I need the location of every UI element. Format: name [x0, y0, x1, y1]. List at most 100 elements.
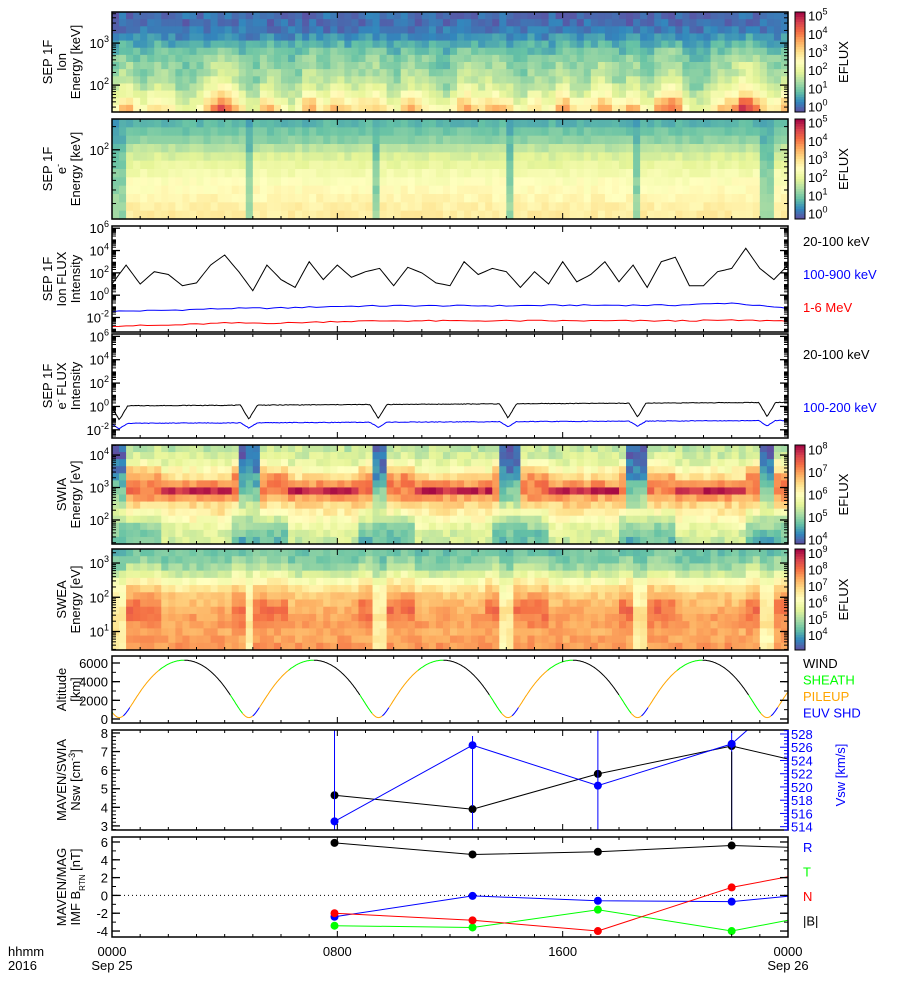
- heatmap-cell: [492, 452, 500, 460]
- heatmap-cell: [119, 536, 127, 545]
- heatmap-cell: [147, 466, 155, 474]
- heatmap-cell: [168, 152, 176, 162]
- heatmap-cell: [266, 473, 275, 481]
- heatmap-cell: [654, 97, 662, 106]
- heatmap-cell: [471, 577, 479, 586]
- heatmap-cell: [316, 585, 324, 593]
- heatmap-cell: [710, 501, 719, 510]
- heatmap-cell: [175, 47, 184, 56]
- heatmap-cell: [140, 83, 148, 92]
- heatmap-cell: [442, 160, 451, 170]
- heatmap-cell: [499, 26, 507, 35]
- heatmap-cell: [710, 202, 719, 212]
- heatmap-cell: [492, 76, 500, 85]
- heatmap-cell: [654, 585, 662, 593]
- heatmap-cell: [238, 177, 247, 187]
- heatmap-cell: [569, 104, 578, 113]
- heatmap-cell: [766, 177, 775, 187]
- heatmap-cell: [703, 40, 712, 49]
- heatmap-cell: [611, 33, 620, 42]
- heatmap-cell: [203, 466, 212, 474]
- heatmap-cell: [316, 135, 324, 145]
- heatmap-cell: [266, 104, 275, 113]
- heatmap-cell: [281, 185, 289, 195]
- heatmap-cell: [210, 556, 219, 565]
- heatmap-cell: [499, 104, 507, 113]
- heatmap-cell: [506, 119, 514, 128]
- heatmap-cell: [358, 152, 367, 162]
- heatmap-cell: [442, 194, 451, 203]
- heatmap-cell: [710, 459, 719, 467]
- heatmap-cell: [358, 585, 367, 593]
- heatmap-cell: [647, 501, 655, 510]
- heatmap-cell: [654, 135, 662, 145]
- heatmap-cell: [626, 62, 634, 70]
- heatmap-cell: [435, 529, 444, 538]
- heatmap-cell: [189, 90, 198, 99]
- heatmap-cell: [119, 621, 127, 629]
- heatmap-cell: [464, 606, 472, 615]
- heatmap-cell: [358, 40, 367, 49]
- heatmap-cell: [266, 194, 275, 203]
- heatmap-cell: [654, 19, 662, 27]
- heatmap-cell: [661, 144, 669, 153]
- heatmap-cell: [675, 127, 683, 137]
- heatmap-cell: [752, 54, 761, 63]
- heatmap-cell: [182, 556, 191, 565]
- heatmap-cell: [661, 47, 669, 56]
- heatmap-cell: [661, 202, 669, 212]
- heatmap-cell: [555, 480, 564, 489]
- heatmap-cell: [140, 202, 148, 212]
- heatmap-cell: [428, 570, 437, 579]
- heatmap-cell: [266, 508, 275, 517]
- heatmap-cell: [147, 47, 155, 56]
- heatmap-cell: [189, 570, 198, 579]
- heatmap-cell: [323, 494, 331, 503]
- heatmap-cell: [323, 33, 331, 42]
- heatmap-cell: [499, 135, 507, 145]
- heatmap-cell: [351, 628, 360, 637]
- heatmap-cell: [457, 210, 465, 220]
- heatmap-cell: [428, 177, 437, 187]
- heatmap-cell: [562, 452, 571, 460]
- heatmap-cell: [710, 54, 719, 63]
- heatmap-cell: [210, 599, 219, 608]
- heatmap-cell: [309, 613, 317, 622]
- heatmap-cell: [217, 119, 226, 128]
- heatmap-cell: [464, 76, 472, 85]
- heatmap-cell: [133, 606, 141, 615]
- heatmap-cell: [548, 185, 557, 195]
- heatmap-cell: [534, 515, 543, 524]
- heatmap-cell: [224, 473, 233, 481]
- heatmap-cell: [358, 19, 367, 27]
- heatmap-cell: [710, 473, 719, 481]
- heatmap-cell: [379, 135, 388, 145]
- heatmap-cell: [710, 515, 719, 524]
- heatmap-cell: [640, 185, 648, 195]
- heatmap-cell: [464, 563, 472, 572]
- heatmap-cell: [520, 90, 529, 99]
- heatmap-cell: [780, 127, 789, 137]
- heatmap-cell: [203, 33, 212, 42]
- heatmap-cell: [520, 515, 529, 524]
- heatmap-cell: [513, 452, 522, 460]
- heatmap-cell: [464, 177, 472, 187]
- heatmap-cell: [703, 536, 712, 545]
- heatmap-cell: [520, 480, 529, 489]
- heatmap-cell: [175, 127, 184, 137]
- heatmap-cell: [182, 26, 191, 35]
- heatmap-cell: [731, 194, 740, 203]
- heatmap-cell: [654, 104, 662, 113]
- heatmap-cell: [259, 606, 268, 615]
- heatmap-cell: [112, 202, 120, 212]
- heatmap-cell: [569, 613, 578, 622]
- heatmap-cell: [485, 47, 493, 56]
- heatmap-cell: [259, 169, 268, 178]
- heatmap-cell: [309, 104, 317, 113]
- heatmap-cell: [281, 69, 289, 77]
- heatmap-cell: [302, 202, 310, 212]
- heatmap-cell: [640, 515, 648, 524]
- heatmap-cell: [386, 599, 395, 608]
- heatmap-cell: [738, 26, 747, 35]
- heatmap-cell: [231, 536, 240, 545]
